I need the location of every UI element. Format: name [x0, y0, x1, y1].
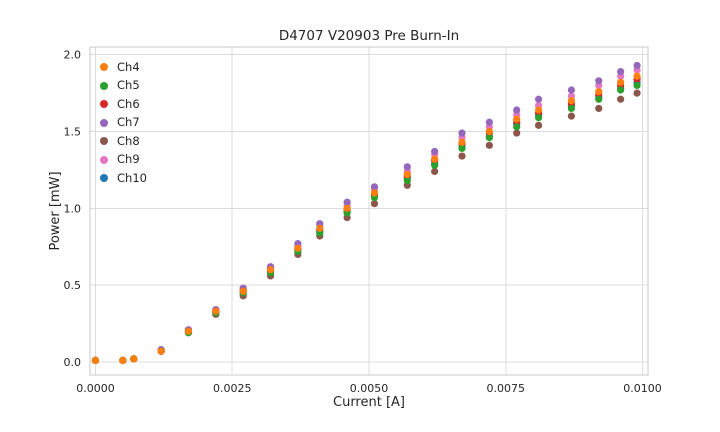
- legend-label-ch4: Ch4: [117, 59, 140, 74]
- data-point-ch4: [130, 355, 138, 363]
- legend-item-ch10: Ch10: [100, 171, 147, 186]
- x-tick-label: 0.0025: [213, 382, 252, 395]
- legend-item-ch5: Ch5: [100, 79, 147, 94]
- data-point-ch7: [403, 163, 411, 171]
- data-point-ch4: [316, 224, 324, 232]
- legend-label-ch9: Ch9: [117, 152, 140, 166]
- y-tick-label: 2.0: [64, 49, 82, 62]
- data-point-ch5: [617, 86, 625, 94]
- data-point-ch4: [119, 356, 127, 365]
- data-point-ch5: [633, 81, 641, 90]
- legend-label-ch8: Ch8: [117, 133, 140, 148]
- data-point-ch4: [534, 106, 543, 114]
- legend-swatch-ch7: [100, 118, 108, 127]
- data-point-ch5: [513, 123, 521, 131]
- data-point-ch7: [431, 147, 439, 156]
- data-point-ch7: [370, 183, 379, 191]
- data-point-ch7: [485, 118, 493, 126]
- data-point-ch8: [633, 89, 641, 97]
- legend-swatch-ch10: [100, 174, 108, 183]
- data-point-ch5: [595, 95, 603, 103]
- data-point-ch4: [513, 115, 521, 123]
- x-tick-label: 0.0075: [487, 382, 526, 395]
- data-point-ch4: [485, 127, 493, 136]
- data-point-ch7: [633, 61, 641, 70]
- data-point-ch8: [595, 104, 603, 113]
- data-point-ch4: [343, 204, 351, 212]
- data-point-ch7: [534, 95, 543, 103]
- data-point-ch4: [458, 138, 466, 146]
- x-axis-label: Current [A]: [333, 395, 405, 410]
- legend-label-ch10: Ch10: [117, 170, 147, 185]
- data-point-ch5: [458, 144, 466, 152]
- data-point-ch7: [617, 67, 625, 76]
- data-point-ch4: [595, 87, 603, 96]
- data-point-ch7: [567, 86, 576, 94]
- axes-box: [89, 46, 649, 376]
- data-point-ch4: [617, 78, 625, 86]
- legend-item-ch9: Ch9: [100, 153, 147, 168]
- data-point-ch5: [403, 177, 411, 185]
- legend-label-ch5: Ch5: [117, 78, 140, 92]
- y-tick-label: 1.5: [64, 125, 82, 138]
- x-tick-label: 0.0050: [350, 382, 389, 395]
- x-tick-label: 0.0000: [76, 382, 115, 395]
- data-point-ch4: [266, 266, 275, 274]
- legend-swatch-ch6: [100, 100, 108, 109]
- y-tick-label: 1.0: [64, 202, 82, 215]
- data-point-ch4: [91, 356, 100, 365]
- legend-swatch-ch9: [100, 155, 108, 164]
- legend-swatch-ch5: [100, 81, 108, 90]
- data-point-ch4: [239, 287, 247, 295]
- legend-swatch-ch8: [100, 137, 108, 146]
- data-point-ch5: [567, 104, 576, 113]
- data-point-ch5: [485, 134, 493, 142]
- legend-item-ch4: Ch4: [100, 60, 147, 75]
- data-point-ch5: [534, 114, 543, 122]
- y-tick-label: 0.5: [64, 279, 82, 292]
- data-point-ch4: [370, 189, 379, 197]
- data-point-ch7: [458, 129, 466, 137]
- data-point-ch4: [403, 170, 411, 179]
- data-point-ch7: [513, 106, 521, 114]
- chart-title: D4707 V20903 Pre Burn-In: [278, 28, 460, 44]
- data-point-ch4: [294, 244, 302, 252]
- data-point-ch8: [370, 200, 379, 208]
- data-point-ch4: [184, 327, 193, 335]
- data-point-ch8: [534, 121, 543, 129]
- data-point-ch4: [157, 347, 165, 355]
- data-point-ch5: [431, 161, 439, 169]
- legend-item-ch7: Ch7: [100, 116, 147, 131]
- data-point-ch4: [431, 155, 439, 163]
- data-point-ch7: [595, 77, 603, 85]
- legend-item-ch6: Ch6: [100, 97, 147, 112]
- data-point-ch4: [567, 97, 576, 105]
- y-tick-label: 0.0: [64, 356, 82, 369]
- data-point-ch7: [343, 198, 351, 206]
- legend-label-ch6: Ch6: [117, 96, 140, 111]
- data-point-ch8: [431, 167, 439, 176]
- data-point-ch8: [513, 129, 521, 137]
- data-point-ch8: [617, 95, 625, 103]
- legend-item-ch8: Ch8: [100, 134, 147, 149]
- data-point-ch8: [567, 112, 576, 120]
- legend-swatch-ch4: [100, 63, 108, 72]
- data-point-ch4: [633, 72, 641, 80]
- legend: Ch4 Ch5 Ch6 Ch7 Ch8 Ch9 Ch10: [100, 60, 147, 186]
- data-point-ch8: [485, 141, 493, 149]
- data-point-ch4: [212, 307, 220, 315]
- x-tick-label: 0.0100: [623, 382, 662, 395]
- data-point-ch8: [458, 152, 466, 160]
- legend-label-ch7: Ch7: [117, 115, 140, 129]
